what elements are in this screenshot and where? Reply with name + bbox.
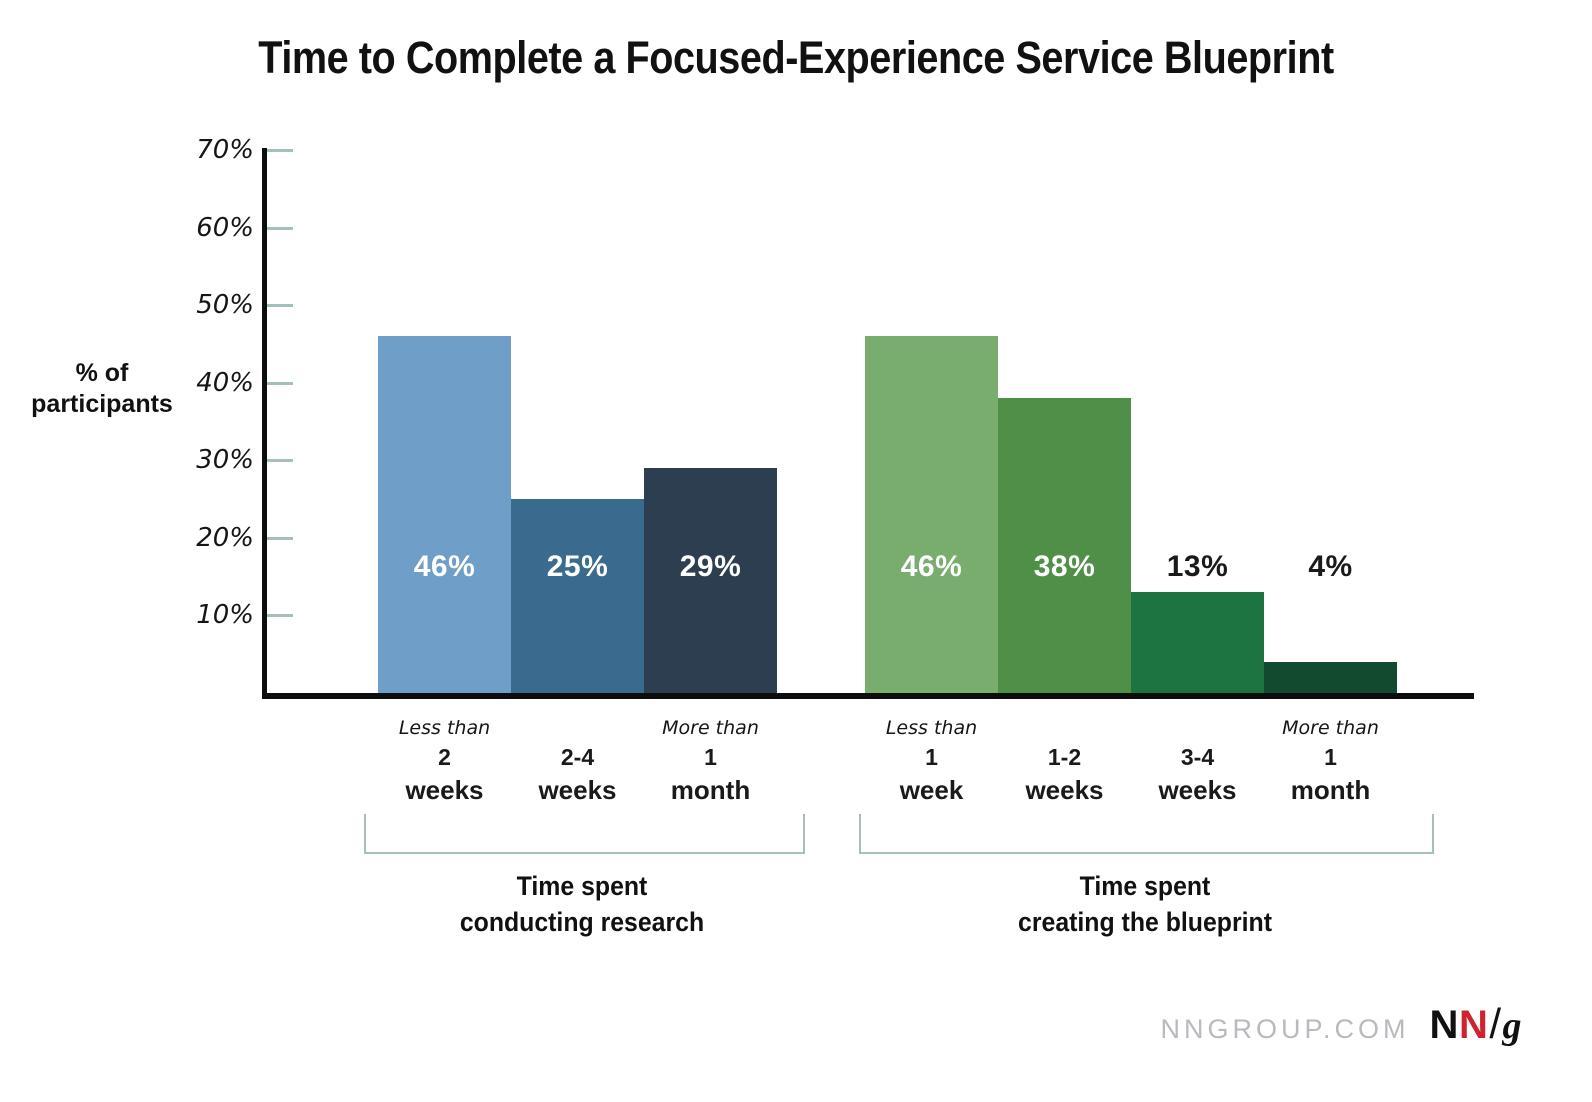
bar-more-than-1-month (644, 468, 777, 693)
y-tick-mark (267, 226, 293, 230)
bar-value-label: 46% (900, 550, 963, 583)
cat-unit: weeks (405, 775, 484, 805)
cat-num: 1 (704, 744, 717, 770)
group-bracket-blueprint (859, 814, 1434, 854)
cat-prefix: Less than (885, 717, 978, 739)
bar-value-label: 13% (1166, 550, 1229, 583)
cat-unit: month (670, 775, 751, 805)
cat-num: 2-4 (560, 744, 595, 770)
caption-line: creating the blueprint (1018, 907, 1272, 938)
x-category-label: Less than 2 weeks (360, 714, 530, 806)
cat-num: 1-2 (1047, 744, 1082, 770)
group-bracket-research (364, 814, 805, 854)
y-tick-label: 70% (196, 135, 254, 165)
cat-num: 3-4 (1180, 744, 1215, 770)
footer-site-label: NNGROUP.COM (1160, 1014, 1410, 1044)
bar-2-4-weeks (511, 499, 644, 693)
cat-unit: weeks (538, 775, 617, 805)
y-tick-label: 50% (196, 290, 254, 321)
caption-line: Time spent (516, 871, 648, 901)
group-caption-blueprint: Time spent creating the blueprint (906, 868, 1384, 941)
bar-more-than-1-month (1264, 662, 1397, 693)
nng-logo-n1: N (1429, 1003, 1459, 1047)
chart-title: Time to Complete a Focused-Experience Se… (258, 32, 1334, 83)
cat-unit: month (1290, 775, 1371, 805)
y-axis-label: % of participants (31, 359, 173, 419)
cat-prefix: Less than (398, 717, 491, 739)
x-category-label: More than 1 month (1246, 714, 1416, 806)
x-axis-line (262, 693, 1474, 699)
x-category-label: 2-4 weeks (493, 714, 663, 806)
caption-line: Time spent (1079, 871, 1211, 901)
bar-value-label: 46% (413, 550, 476, 583)
y-axis-line (262, 148, 267, 698)
nng-logo-n2: N (1458, 1003, 1489, 1047)
y-tick-mark (267, 614, 293, 618)
nng-logo-slash: / (1489, 1000, 1502, 1047)
y-tick-label: 20% (196, 522, 254, 553)
y-tick-label: 10% (196, 600, 254, 631)
bar-3-4-weeks (1131, 592, 1264, 693)
bar-value-label: 25% (546, 550, 609, 583)
bar-value-label: 38% (1033, 550, 1096, 583)
nng-logo: N N / g (1430, 1000, 1522, 1048)
y-tick-label: 30% (196, 445, 254, 476)
cat-prefix: More than (1282, 717, 1379, 739)
bar-less-than-1-week (865, 336, 998, 693)
y-tick-mark (267, 459, 293, 463)
y-tick-mark (267, 149, 293, 152)
cat-num: 1 (1324, 744, 1337, 770)
y-tick-mark (267, 304, 293, 308)
bar-less-than-2-weeks (378, 336, 511, 693)
bar-value-label: 4% (1308, 550, 1353, 583)
group-caption-research: Time spent conducting research (343, 868, 821, 941)
y-tick-label: 40% (196, 367, 254, 398)
cat-unit: weeks (1158, 775, 1237, 805)
cat-unit: weeks (1025, 775, 1104, 805)
y-tick-mark (267, 536, 293, 540)
cat-num: 1 (925, 744, 938, 770)
bar-1-2-weeks (998, 398, 1131, 693)
footer: NNGROUP.COM N N / g (1161, 1000, 1522, 1048)
x-category-label: Less than 1 week (847, 714, 1017, 806)
caption-line: conducting research (459, 907, 705, 938)
y-tick-label: 60% (196, 212, 254, 243)
x-category-label: 3-4 weeks (1113, 714, 1283, 806)
cat-prefix: More than (662, 717, 759, 739)
nng-logo-g: g (1502, 1005, 1522, 1047)
cat-unit: week (899, 775, 964, 805)
bar-value-label: 29% (679, 550, 742, 583)
x-category-label: More than 1 month (626, 714, 796, 806)
x-category-label: 1-2 weeks (980, 714, 1150, 806)
y-tick-mark (267, 381, 293, 385)
cat-num: 2 (438, 744, 451, 770)
